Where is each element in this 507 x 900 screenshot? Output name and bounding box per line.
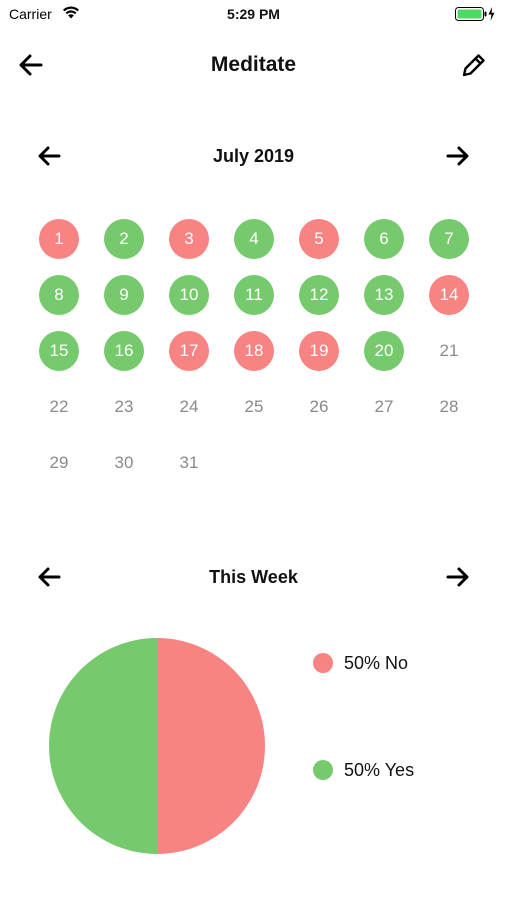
calendar-day[interactable]: 25 (244, 397, 264, 416)
calendar-day[interactable]: 5 (299, 219, 339, 259)
calendar-day[interactable]: 10 (169, 275, 209, 315)
calendar-day[interactable]: 29 (49, 453, 69, 472)
next-month-arrow-icon[interactable] (443, 142, 471, 170)
calendar-day[interactable]: 14 (429, 275, 469, 315)
calendar-day[interactable]: 4 (234, 219, 274, 259)
calendar-day[interactable]: 30 (114, 453, 134, 472)
week-label: This Week (209, 567, 298, 587)
calendar-day[interactable]: 9 (104, 275, 144, 315)
calendar-day[interactable]: 19 (299, 331, 339, 371)
calendar-day[interactable]: 3 (169, 219, 209, 259)
battery-icon (455, 6, 497, 27)
calendar-day[interactable]: 16 (104, 331, 144, 371)
calendar-day[interactable]: 1 (39, 219, 79, 259)
legend-item-yes: 50% Yes (313, 758, 414, 782)
calendar-day[interactable]: 21 (439, 341, 459, 360)
calendar-day[interactable]: 13 (364, 275, 404, 315)
calendar-day[interactable]: 23 (114, 397, 134, 416)
month-label: July 2019 (212, 146, 295, 166)
week-pie-chart (49, 638, 265, 854)
pie-slice-yes (49, 638, 157, 854)
status-bar: Carrier 5:29 PM (0, 0, 507, 28)
carrier-label: Carrier (9, 6, 52, 22)
calendar-day[interactable]: 7 (429, 219, 469, 259)
calendar-day[interactable]: 6 (364, 219, 404, 259)
calendar-day[interactable]: 12 (299, 275, 339, 315)
calendar-day[interactable]: 27 (374, 397, 394, 416)
calendar-day[interactable]: 26 (309, 397, 329, 416)
legend-label-yes: 50% Yes (344, 759, 415, 780)
calendar-day[interactable]: 15 (39, 331, 79, 371)
calendar-day[interactable]: 8 (39, 275, 79, 315)
legend-dot-no (313, 653, 333, 673)
calendar-day[interactable]: 2 (104, 219, 144, 259)
legend-label-no: 50% No (344, 652, 409, 673)
pencil-icon[interactable] (459, 50, 489, 80)
previous-month-arrow-icon[interactable] (36, 142, 64, 170)
previous-week-arrow-icon[interactable] (36, 563, 64, 591)
nav-bar: Meditate (0, 40, 507, 90)
calendar-day[interactable]: 11 (234, 275, 274, 315)
page-title: Meditate (210, 53, 297, 76)
month-header: July 2019 (0, 134, 507, 178)
calendar-day[interactable]: 28 (439, 397, 459, 416)
pie-slice-no (157, 638, 265, 854)
next-week-arrow-icon[interactable] (443, 563, 471, 591)
calendar-day[interactable]: 18 (234, 331, 274, 371)
back-arrow-icon[interactable] (16, 50, 46, 80)
calendar-day[interactable]: 24 (179, 397, 199, 416)
status-time: 5:29 PM (227, 6, 280, 22)
legend-dot-yes (313, 760, 333, 780)
week-header: This Week (0, 555, 507, 599)
calendar-day[interactable]: 20 (364, 331, 404, 371)
calendar-day[interactable]: 31 (179, 453, 199, 472)
legend-item-no: 50% No (313, 651, 408, 675)
calendar-day[interactable]: 22 (49, 397, 69, 416)
wifi-icon (62, 5, 80, 24)
calendar-day[interactable]: 17 (169, 331, 209, 371)
